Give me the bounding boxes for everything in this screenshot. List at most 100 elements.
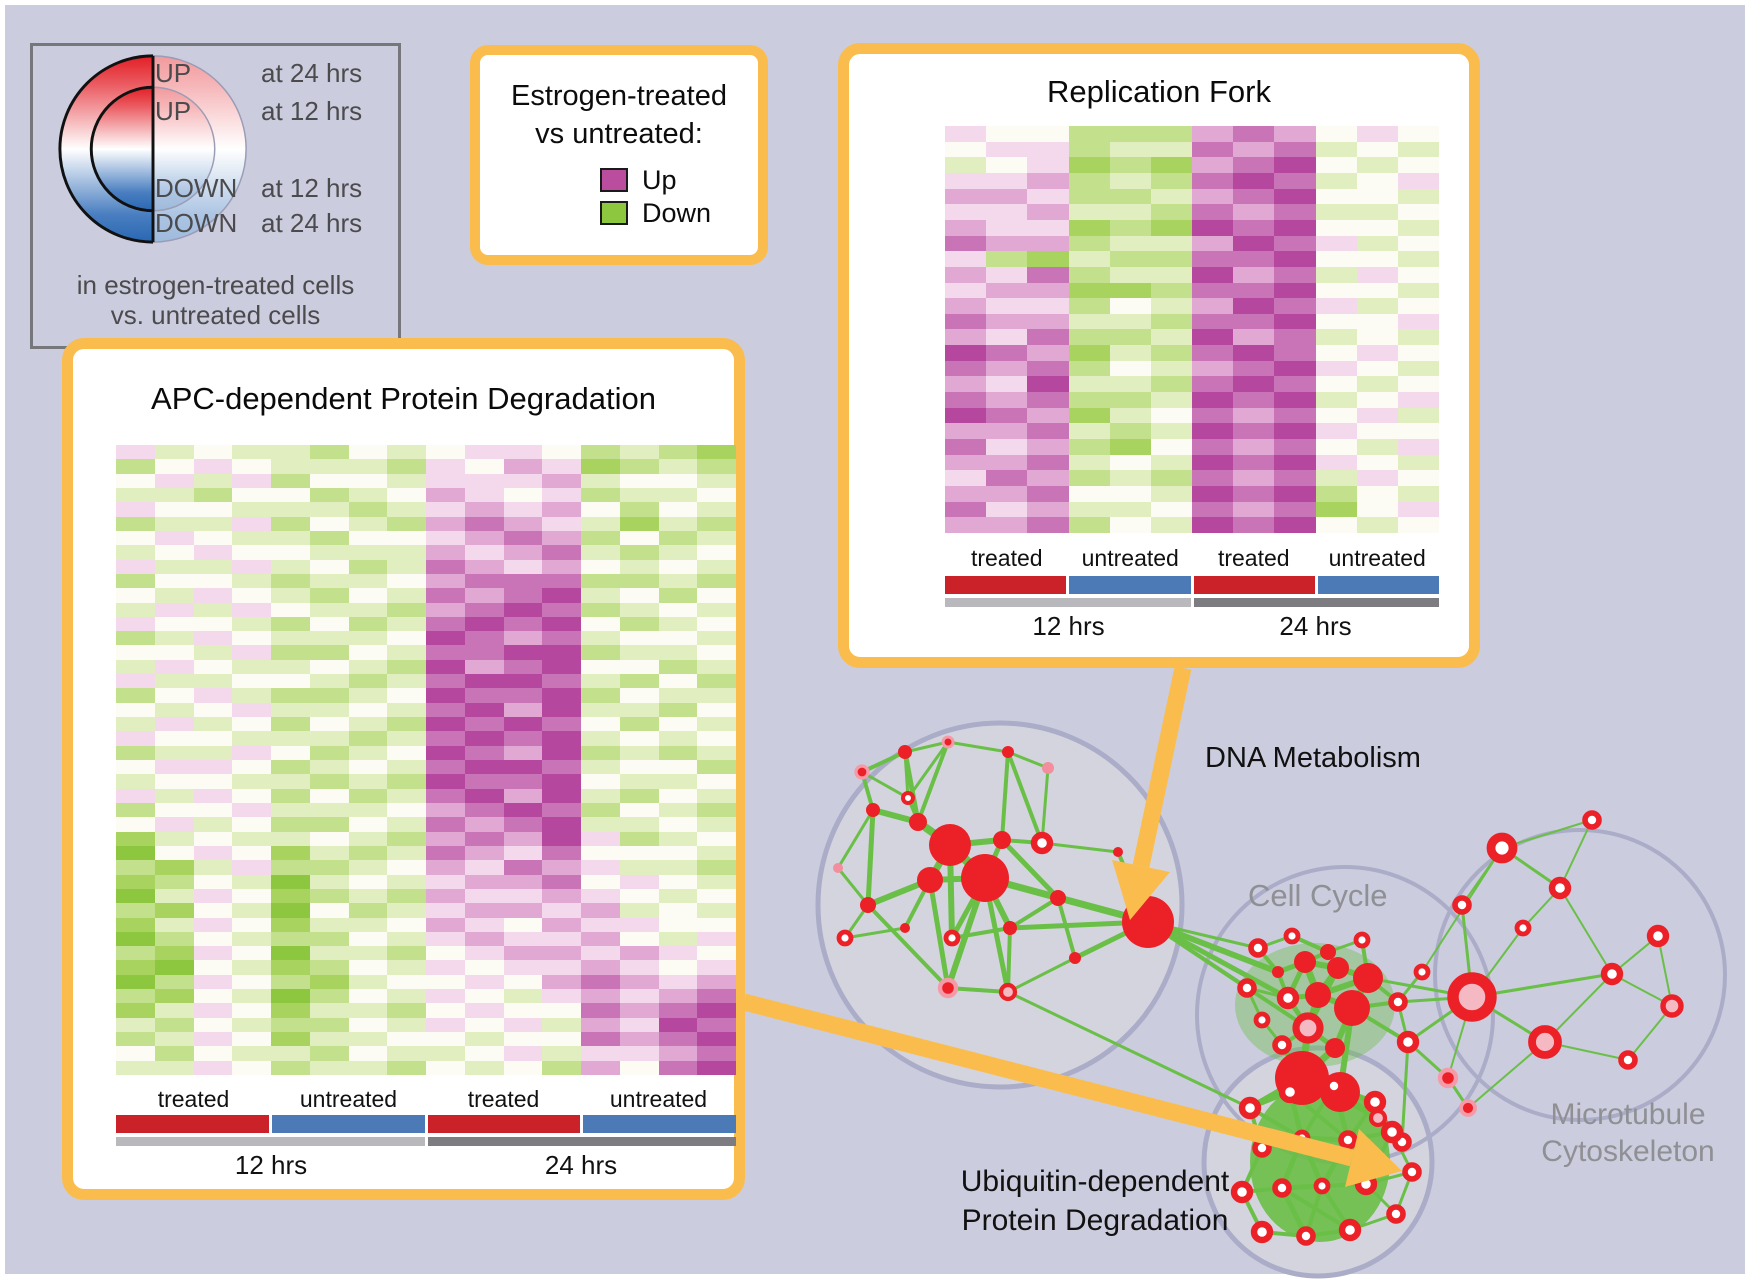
heatmap-cell — [193, 717, 233, 732]
heatmap-cell — [1192, 219, 1234, 236]
heatmap-cell — [309, 631, 349, 646]
heatmap-cell — [503, 788, 543, 803]
heatmap-cell — [619, 702, 659, 718]
heatmap-cell — [387, 1003, 426, 1018]
heatmap-cell — [697, 1046, 736, 1061]
heatmap-cell — [426, 516, 465, 531]
heatmap-cell — [1233, 298, 1275, 314]
heatmap-cell — [348, 473, 388, 488]
heatmap-cell — [1356, 345, 1398, 361]
heatmap-cell — [697, 745, 736, 760]
heatmap-cell — [945, 188, 987, 205]
heatmap-cell — [658, 989, 698, 1004]
heatmap-cell — [464, 516, 504, 531]
heatmap-cell — [503, 974, 543, 990]
heatmap-cell — [348, 530, 388, 546]
heatmap-cell — [154, 917, 194, 932]
heatmap-cell — [426, 1003, 465, 1018]
heatmap-cell — [348, 989, 388, 1004]
heatmap-cell — [309, 688, 349, 703]
heatmap-cell — [1068, 235, 1110, 252]
heatmap-cell — [1397, 219, 1439, 236]
heatmap-cell — [658, 802, 698, 818]
heatmap-cell — [464, 688, 504, 703]
heatmap-cell — [387, 888, 426, 904]
heatmap-cell — [116, 573, 155, 589]
heatmap-cell — [232, 659, 271, 675]
heatmap-cell — [154, 473, 194, 488]
heatmap-cell — [581, 917, 620, 932]
heatmap-cell — [945, 517, 987, 533]
heatmap-cell — [945, 454, 987, 471]
heatmap-cell — [503, 688, 543, 703]
heatmap-cell — [1233, 486, 1275, 502]
heatmap-cell — [348, 903, 388, 918]
heatmap-cell — [1356, 501, 1398, 518]
heatmap-cell — [1027, 407, 1069, 424]
column-group-label: treated — [157, 1086, 230, 1112]
heatmap-cell — [348, 1046, 388, 1061]
heatmap-cell — [387, 688, 426, 703]
heatmap-cell — [1192, 157, 1234, 173]
heatmap-cell — [697, 831, 736, 846]
time-bar-24hrs — [1193, 598, 1439, 607]
heatmap-cell — [232, 1003, 271, 1018]
heatmap-cell — [348, 860, 388, 875]
heatmap-cell — [986, 126, 1028, 142]
heatmap-cell — [116, 487, 155, 503]
heatmap-cell — [1233, 329, 1275, 346]
heatmap-cell — [1274, 454, 1316, 471]
heatmap-cell — [619, 817, 659, 832]
heatmap-cell — [464, 445, 504, 460]
heatmap-cell — [154, 616, 194, 632]
heatmap-cell — [581, 1032, 620, 1047]
heatmap-cell — [619, 602, 659, 617]
heatmap-cell — [464, 545, 504, 560]
heatmap-cell — [309, 917, 349, 932]
heatmap-cell — [348, 931, 388, 947]
heatmap-cell — [154, 731, 194, 746]
heatmap-cell — [387, 831, 426, 846]
heatmap-cell — [542, 1046, 581, 1061]
heatmap-cell — [581, 745, 620, 760]
heatmap-cell — [658, 788, 698, 803]
heatmap-cell — [348, 688, 388, 703]
heatmap-cell — [697, 516, 736, 531]
heatmap-cell — [503, 717, 543, 732]
microtubule-label-line1: Microtubule — [1550, 1098, 1706, 1131]
heatmap-cell — [658, 974, 698, 990]
heatmap-cell — [658, 960, 698, 975]
heatmap-cell — [116, 931, 155, 947]
time-bar-12hrs — [945, 598, 1191, 607]
heatmap-cell — [1356, 157, 1398, 173]
time-label: at 12 hrs — [261, 173, 363, 203]
treated-bar — [945, 576, 1067, 594]
heatmap-cell — [658, 573, 698, 589]
heatmap-cell — [581, 702, 620, 718]
heatmap-cell — [154, 631, 194, 646]
heatmap-cell — [232, 631, 271, 646]
heatmap-cell — [193, 530, 233, 546]
heatmap-cell — [503, 702, 543, 718]
heatmap-cell — [697, 445, 736, 460]
heatmap-cell — [116, 860, 155, 875]
heatmap-cell — [232, 960, 271, 975]
heatmap-cell — [1397, 486, 1439, 502]
heatmap-cell — [116, 760, 155, 775]
heatmap-cell — [116, 688, 155, 703]
heatmap-cell — [1274, 517, 1316, 533]
replication-column-group-labels: treated untreated treated untreated — [945, 545, 1439, 572]
heatmap-cell — [232, 516, 271, 531]
heatmap-cell — [116, 645, 155, 660]
time-bar-24hrs — [427, 1137, 736, 1146]
heatmap-cell — [116, 530, 155, 546]
heatmap-cell — [426, 702, 465, 718]
heatmap-cell — [581, 946, 620, 961]
heatmap-cell — [387, 588, 426, 603]
heatmap-cell — [945, 251, 987, 267]
replication-heatmap-panel: Replication Fork treated untreated treated… — [838, 43, 1480, 668]
heatmap-cell — [1150, 501, 1192, 518]
heatmap-cell — [1356, 172, 1398, 189]
time-label: at 12 hrs — [261, 96, 363, 126]
heatmap-cell — [309, 559, 349, 574]
